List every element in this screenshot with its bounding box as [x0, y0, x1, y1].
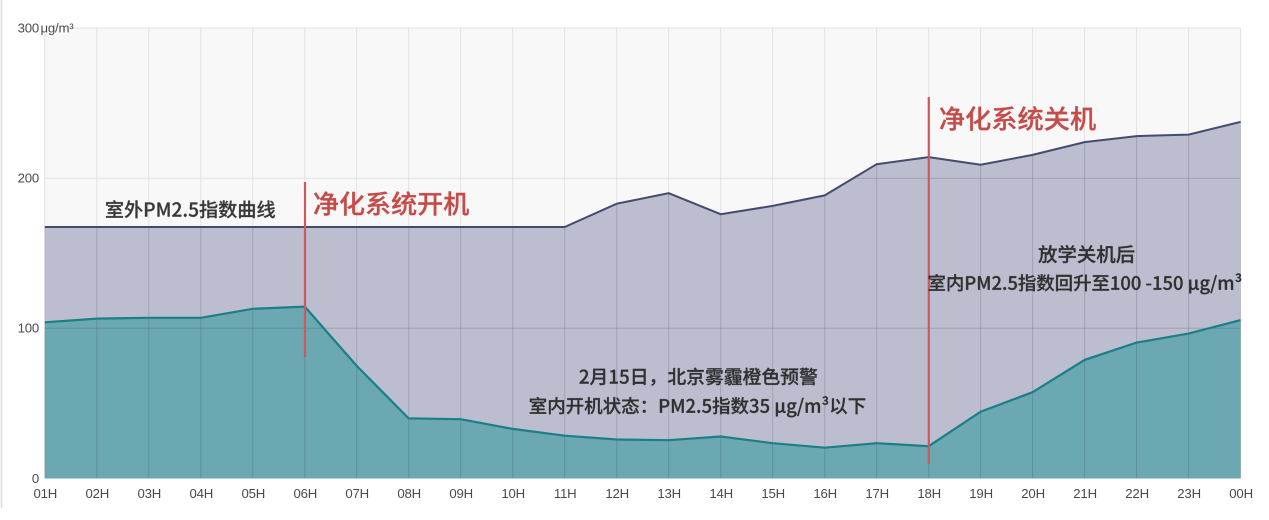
svg-text:00H: 00H — [1229, 486, 1253, 501]
svg-text:18H: 18H — [917, 486, 941, 501]
svg-text:23H: 23H — [1177, 486, 1201, 501]
svg-text:01H: 01H — [34, 486, 58, 501]
svg-text:13H: 13H — [657, 486, 681, 501]
svg-text:11H: 11H — [554, 486, 577, 501]
svg-text:300: 300 — [18, 21, 39, 36]
svg-text:04H: 04H — [190, 486, 214, 501]
svg-text:03H: 03H — [138, 486, 162, 501]
svg-text:22H: 22H — [1125, 486, 1149, 501]
svg-text:14H: 14H — [709, 486, 733, 501]
svg-text:0: 0 — [32, 471, 39, 486]
svg-text:μg/m³: μg/m³ — [41, 21, 75, 36]
svg-text:12H: 12H — [605, 486, 629, 501]
svg-text:06H: 06H — [294, 486, 318, 501]
svg-text:02H: 02H — [86, 486, 110, 501]
svg-text:19H: 19H — [969, 486, 993, 501]
svg-text:20H: 20H — [1021, 486, 1045, 501]
svg-text:10H: 10H — [501, 486, 525, 501]
svg-text:09H: 09H — [449, 486, 473, 501]
svg-text:200: 200 — [18, 171, 39, 186]
svg-text:16H: 16H — [813, 486, 837, 501]
svg-text:17H: 17H — [865, 486, 889, 501]
svg-text:05H: 05H — [242, 486, 266, 501]
svg-text:100: 100 — [18, 321, 39, 336]
svg-text:21H: 21H — [1073, 486, 1097, 501]
svg-text:15H: 15H — [761, 486, 785, 501]
svg-text:08H: 08H — [397, 486, 421, 501]
svg-text:07H: 07H — [345, 486, 369, 501]
